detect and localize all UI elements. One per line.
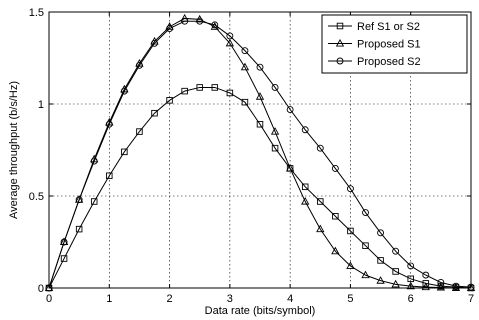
data-point [286, 106, 294, 113]
data-point [45, 284, 53, 292]
data-point [392, 247, 400, 255]
series-circle [45, 17, 475, 292]
data-point [60, 255, 68, 262]
data-point [331, 164, 339, 172]
data-point [151, 39, 158, 47]
data-point [225, 38, 235, 47]
data-point [105, 120, 113, 128]
x-tick-label: 0 [46, 293, 52, 305]
data-point [407, 262, 415, 270]
data-point [316, 224, 325, 233]
data-point [90, 157, 98, 165]
data-point [136, 128, 143, 135]
x-axis-label: Data rate (bits/symbol) [205, 305, 316, 317]
data-point [255, 92, 265, 100]
data-point [466, 283, 476, 292]
data-point [285, 163, 295, 172]
data-point [60, 238, 68, 246]
data-point [301, 196, 310, 205]
data-point [240, 62, 250, 71]
data-point [256, 63, 264, 71]
data-point [120, 87, 128, 95]
data-point [135, 61, 143, 69]
data-point [226, 89, 234, 97]
data-point [226, 32, 234, 40]
series-line [48, 86, 472, 289]
y-axis-label: Average throughput (b/s/Hz) [8, 81, 20, 219]
data-point [271, 83, 279, 91]
x-tick-label: 4 [287, 293, 293, 305]
legend-marker [336, 22, 344, 30]
data-point [377, 229, 385, 237]
data-point [362, 242, 369, 249]
data-point [196, 17, 204, 25]
data-point [301, 126, 309, 134]
legend-label: Ref S1 or S2 [357, 21, 420, 33]
y-tick-label: 0.5 [29, 191, 44, 203]
data-point [407, 275, 414, 283]
legend-marker [336, 57, 344, 65]
x-tick-label: 1 [106, 293, 112, 305]
x-tick-label: 3 [227, 293, 233, 305]
data-point [331, 246, 340, 255]
x-tick-label: 7 [468, 293, 474, 305]
data-point [436, 282, 446, 291]
data-point [166, 25, 174, 33]
data-point [451, 283, 461, 292]
data-point [151, 109, 158, 117]
data-point [317, 198, 324, 205]
data-point [256, 120, 264, 128]
y-tick-label: 1 [38, 99, 44, 111]
data-point [437, 279, 445, 286]
x-tick-label: 5 [347, 293, 353, 305]
data-point [166, 97, 173, 104]
series-line [48, 17, 471, 289]
data-point [467, 283, 475, 291]
data-point [376, 276, 385, 284]
data-point [181, 17, 189, 25]
data-point [406, 281, 415, 290]
data-point [75, 225, 83, 233]
data-point [422, 271, 430, 279]
data-point [271, 144, 279, 152]
y-tick-label: 1.5 [29, 7, 44, 19]
data-point [90, 198, 98, 205]
legend-label: Proposed S2 [357, 56, 421, 68]
data-point [392, 268, 399, 275]
series-line [48, 20, 472, 289]
data-point [211, 84, 219, 91]
data-point [316, 144, 324, 152]
y-tick-label: 0 [38, 283, 44, 295]
series [44, 13, 476, 292]
data-point [241, 47, 249, 55]
axis-ticks: 0 1 2 3 4 5 6 7 0 0.5 1 1.5 [29, 7, 474, 305]
data-point [452, 282, 460, 290]
data-point [75, 196, 83, 204]
data-point [241, 98, 249, 106]
data-point [347, 227, 354, 235]
data-point [181, 87, 188, 95]
data-point [346, 185, 354, 193]
data-point [422, 280, 430, 287]
x-tick-label: 2 [167, 293, 173, 305]
data-point [196, 84, 203, 91]
data-point [332, 212, 339, 220]
data-point [346, 261, 355, 269]
plot-frame [48, 11, 472, 289]
data-point [391, 279, 400, 288]
data-point [121, 148, 128, 156]
data-point [377, 257, 384, 264]
data-point [270, 127, 280, 135]
legend-marker [335, 38, 345, 47]
data-point [362, 209, 369, 217]
x-tick-label: 6 [408, 293, 414, 305]
data-point [421, 282, 430, 291]
legend-label: Proposed S1 [357, 39, 421, 51]
legend: Ref S1 or S2 Proposed S1 Proposed S2 [321, 14, 468, 74]
data-point [106, 172, 113, 180]
data-point [301, 183, 309, 191]
data-point [211, 21, 219, 29]
data-point [361, 270, 370, 279]
